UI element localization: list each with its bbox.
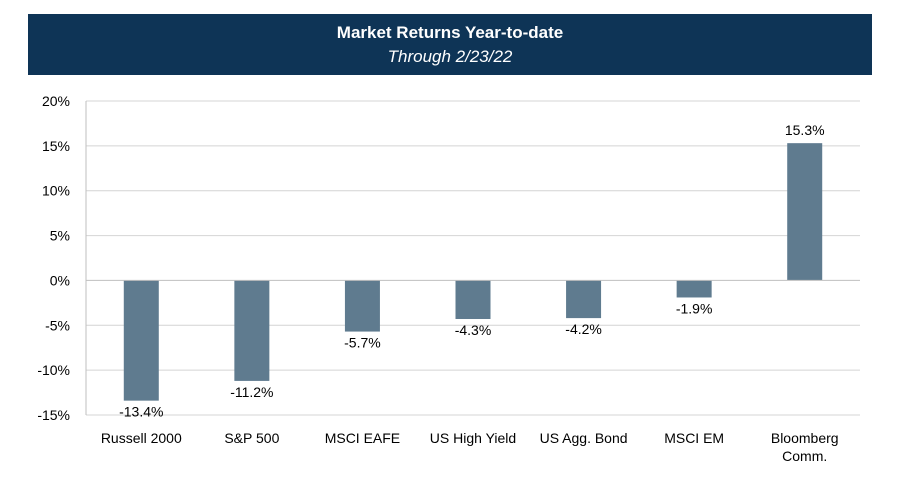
y-tick-label: 0% — [50, 272, 70, 288]
data-label: -4.2% — [565, 321, 602, 337]
y-tick-label: 15% — [42, 138, 70, 154]
x-tick-label: Russell 2000 — [101, 430, 182, 446]
y-tick-label: 20% — [42, 93, 70, 109]
x-tick-label: US Agg. Bond — [540, 430, 628, 446]
bar — [234, 280, 270, 381]
y-tick-label: -15% — [37, 407, 70, 423]
bar — [566, 280, 602, 319]
bar — [676, 280, 712, 298]
bar — [344, 280, 380, 332]
x-tick-label: MSCI EM — [664, 430, 724, 446]
y-tick-label: -5% — [45, 317, 70, 333]
bar — [123, 280, 159, 401]
data-label: -1.9% — [676, 300, 713, 316]
y-tick-label: 10% — [42, 183, 70, 199]
x-tick-label: Comm. — [782, 448, 827, 464]
data-label: -5.7% — [344, 335, 381, 351]
x-tick-label: MSCI EAFE — [325, 430, 400, 446]
data-label: -13.4% — [119, 404, 163, 420]
x-tick-label: S&P 500 — [224, 430, 279, 446]
chart-header: Market Returns Year-to-date Through 2/23… — [28, 14, 872, 75]
chart-subtitle: Through 2/23/22 — [387, 47, 513, 66]
bar — [455, 280, 491, 320]
data-label: -11.2% — [230, 384, 273, 400]
data-label: 15.3% — [785, 122, 825, 138]
chart-title: Market Returns Year-to-date — [336, 23, 564, 42]
data-label: -4.3% — [455, 322, 492, 338]
y-tick-label: 5% — [50, 228, 70, 244]
x-tick-label: US High Yield — [430, 430, 516, 446]
y-tick-label: -10% — [37, 362, 70, 378]
x-tick-label: Bloomberg — [771, 430, 839, 446]
bar — [787, 143, 823, 281]
